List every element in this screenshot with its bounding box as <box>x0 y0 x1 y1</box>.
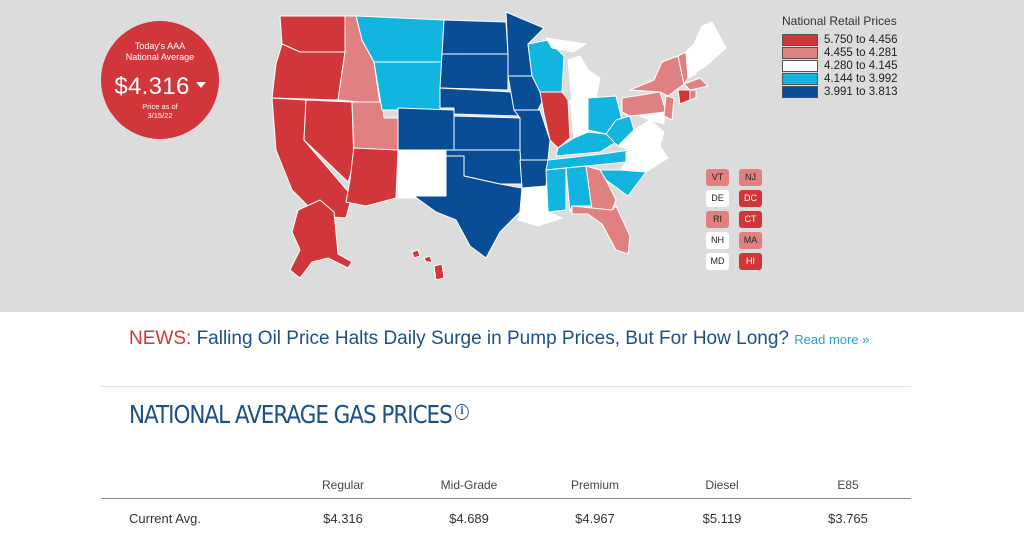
badge-label: Today's AAA National Average <box>125 41 195 62</box>
state-WY <box>373 61 443 111</box>
state-CT <box>677 89 691 105</box>
legend-range: 3.991 to 3.813 <box>824 85 898 98</box>
legend-range: 4.455 to 4.281 <box>824 46 898 59</box>
map-section: Today's AAA National Average $4.316 Pric… <box>0 0 1024 312</box>
legend-swatch <box>782 33 818 46</box>
small-state-de[interactable]: DE <box>706 190 729 207</box>
state-MS <box>545 167 567 213</box>
state-AL <box>565 165 593 213</box>
state-ME <box>693 21 727 73</box>
state-WA <box>279 15 346 53</box>
small-state-dc[interactable]: DC <box>739 190 762 207</box>
small-state-nj[interactable]: NJ <box>739 169 762 186</box>
info-icon[interactable]: i <box>455 403 469 420</box>
legend-range: 4.144 to 3.992 <box>824 72 898 85</box>
legend-range: 4.280 to 4.145 <box>824 59 898 72</box>
legend-item: 4.455 to 4.281 <box>782 46 898 59</box>
column-header: Mid-Grade <box>440 478 498 492</box>
state-VA <box>617 119 665 151</box>
price-cell: $4.689 <box>449 511 489 526</box>
state-KS <box>453 115 521 151</box>
divider <box>101 386 911 387</box>
legend-item: 3.991 to 3.813 <box>782 85 898 98</box>
small-state-ma[interactable]: MA <box>739 232 762 249</box>
small-state-md[interactable]: MD <box>706 253 729 270</box>
state-ND <box>441 19 509 55</box>
price-cell: $5.119 <box>702 511 742 526</box>
small-state-ct[interactable]: CT <box>739 211 762 228</box>
state-IL <box>539 91 571 149</box>
small-state-nh[interactable]: NH <box>706 232 729 249</box>
news-tag: NEWS: <box>129 328 192 349</box>
small-state-vt[interactable]: VT <box>706 169 729 186</box>
read-more-link[interactable]: Read more » <box>794 332 870 347</box>
state-AZ <box>345 145 399 207</box>
state-CO <box>397 107 455 151</box>
state-FL <box>571 205 631 255</box>
small-state-ri[interactable]: RI <box>706 211 729 228</box>
state-MD <box>639 111 665 125</box>
legend-range: 5.750 to 4.456 <box>824 33 898 46</box>
legend-item: 4.144 to 3.992 <box>782 72 898 85</box>
state-NM <box>397 149 447 199</box>
legend-item: 5.750 to 4.456 <box>782 33 898 46</box>
state-TX <box>413 155 523 259</box>
state-NJ <box>663 95 675 121</box>
section-title: NATIONAL AVERAGE GAS PRICES i <box>129 400 469 429</box>
legend-swatch <box>782 72 818 85</box>
price-date: Price as of 3/15/22 <box>142 102 178 120</box>
price-cell: $4.967 <box>575 511 615 526</box>
state-HI <box>411 249 445 281</box>
column-header: E85 <box>837 478 859 492</box>
legend-swatch <box>782 85 818 98</box>
news-banner: NEWS: Falling Oil Price Halts Daily Surg… <box>129 326 919 353</box>
state-IN <box>569 99 589 139</box>
state-OR <box>271 43 346 101</box>
state-RI <box>689 89 697 101</box>
state-NY <box>629 55 685 97</box>
state-NH <box>685 43 697 79</box>
map-legend: National Retail Prices 5.750 to 4.456 4.4… <box>782 14 898 98</box>
column-header: Premium <box>570 478 620 492</box>
legend-swatch <box>782 46 818 59</box>
state-MI-upper <box>545 37 587 53</box>
table-divider <box>101 498 911 499</box>
state-MA <box>683 77 709 91</box>
price-cell: $4.316 <box>323 511 363 526</box>
legend-swatch <box>782 59 818 72</box>
us-gas-price-map[interactable] <box>0 0 1024 312</box>
legend-item: 4.280 to 4.145 <box>782 59 898 72</box>
state-AK <box>289 199 353 279</box>
state-PA <box>621 91 667 117</box>
national-average-price[interactable]: $4.316 <box>101 73 219 101</box>
column-header: Diesel <box>705 478 739 492</box>
state-MI <box>567 55 601 101</box>
small-state-hi[interactable]: HI <box>739 253 762 270</box>
news-headline[interactable]: Falling Oil Price Halts Daily Surge in P… <box>196 328 789 349</box>
column-header: Regular <box>321 478 365 492</box>
national-average-badge[interactable]: Today's AAA National Average $4.316 Pric… <box>101 21 219 139</box>
state-SD <box>439 53 509 91</box>
caret-down-icon[interactable] <box>195 81 206 88</box>
row-label: Current Avg. <box>129 511 202 526</box>
state-AR <box>519 159 549 189</box>
legend-title: National Retail Prices <box>782 14 897 28</box>
state-LA <box>517 185 563 227</box>
price-cell: $3.765 <box>828 511 868 526</box>
